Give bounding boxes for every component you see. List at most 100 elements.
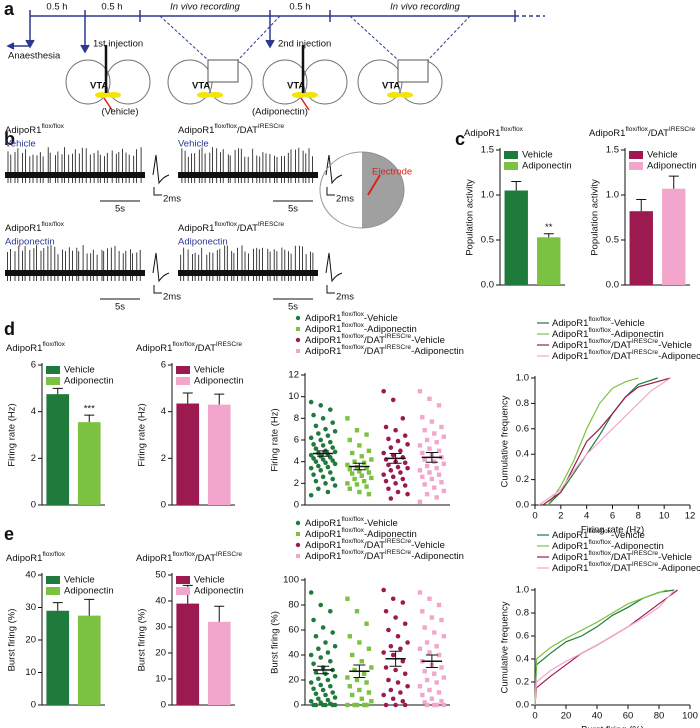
- y-axis-label: Burst firing (%): [270, 611, 281, 674]
- legend-label: AdipoR1flox/flox-Vehicle: [552, 316, 645, 328]
- recording-box: [397, 59, 429, 83]
- genotype-label: AdipoR1flox/flox: [5, 221, 65, 233]
- point: [400, 600, 406, 605]
- vta: [209, 92, 223, 98]
- point: [388, 468, 394, 473]
- y-tick-label: 0.0: [516, 500, 529, 511]
- point: [427, 470, 432, 475]
- point: [364, 702, 369, 708]
- waveform: [152, 252, 170, 283]
- spikes: [180, 245, 314, 281]
- panel-label: e: [4, 524, 14, 544]
- point: [332, 673, 338, 679]
- error-bar: [425, 451, 438, 463]
- point: [390, 397, 396, 403]
- point: [441, 634, 447, 639]
- y-axis-label: Firing rate (Hz): [270, 408, 281, 471]
- significance: ***: [84, 404, 95, 415]
- wave-scale-bar: [326, 187, 335, 196]
- y-tick-label: 2: [294, 478, 299, 489]
- text-part: -Adiponectin: [658, 563, 700, 574]
- axes: [534, 376, 690, 506]
- point: [323, 426, 328, 432]
- point: [308, 452, 314, 458]
- cdf-line: [534, 589, 667, 706]
- legend-marker: [295, 315, 301, 321]
- point: [313, 446, 319, 451]
- y-tick-label: 0.8: [516, 608, 529, 619]
- wave-scale-label: 2ms: [336, 194, 354, 205]
- point: [349, 450, 355, 456]
- y-tick-label: 0: [31, 700, 36, 711]
- point: [393, 615, 398, 620]
- genotype-label: AdipoR1flox/flox/DATIRESCre: [178, 123, 284, 135]
- point: [390, 596, 396, 602]
- point: [429, 696, 435, 701]
- axes: [534, 588, 690, 706]
- vta-label: VTA: [90, 81, 108, 92]
- x-tick-label: 0: [532, 711, 537, 722]
- legend-swatch: [46, 587, 60, 595]
- legend-label: AdipoR1flox/flox/DATIRESCre-Adiponectin: [305, 549, 464, 561]
- point: [328, 439, 333, 445]
- point: [427, 396, 432, 402]
- point: [313, 691, 319, 697]
- slice-outline: [262, 59, 308, 105]
- text-part: AdipoR1: [136, 343, 172, 354]
- point: [361, 478, 367, 484]
- time-scale-label: 5s: [115, 204, 125, 215]
- error-bar: [425, 654, 438, 668]
- text-part: -Adiponectin: [364, 529, 417, 540]
- point: [325, 489, 331, 495]
- point: [422, 457, 427, 462]
- point: [424, 640, 430, 645]
- waveform: [152, 154, 170, 185]
- point: [308, 492, 314, 498]
- point: [402, 671, 408, 677]
- error-bar: [214, 605, 225, 622]
- text-part: flox/flox: [341, 311, 364, 318]
- legend-label: AdipoR1flox/flox-Vehicle: [305, 311, 398, 323]
- point: [427, 687, 432, 693]
- point: [311, 686, 316, 692]
- point: [386, 627, 391, 633]
- legend-label: Adiponectin: [194, 376, 244, 387]
- legend-label: Adiponectin: [64, 586, 114, 597]
- point: [402, 460, 408, 466]
- x-tick-label: 4: [584, 511, 589, 522]
- y-tick-label: 6: [31, 360, 36, 371]
- y-tick-label: 0.2: [516, 474, 529, 485]
- text-part: -Vehicle: [611, 318, 645, 329]
- text-part: /DAT: [195, 343, 216, 354]
- point: [434, 644, 439, 649]
- chart-title: AdipoR1flox/flox: [464, 126, 524, 138]
- point: [395, 464, 401, 470]
- error-bar: [182, 392, 193, 404]
- point: [420, 474, 425, 480]
- y-tick-label: 40: [25, 570, 36, 581]
- waveform: [325, 252, 343, 283]
- point: [325, 697, 331, 703]
- point: [398, 690, 403, 695]
- treatment-label: (Vehicle): [102, 107, 139, 118]
- point: [332, 643, 338, 649]
- point: [369, 665, 374, 670]
- y-tick-label: 80: [288, 600, 299, 611]
- point: [422, 700, 427, 705]
- text-part: flox/flox: [341, 333, 364, 340]
- point: [439, 480, 444, 485]
- point: [354, 428, 360, 433]
- point: [381, 450, 386, 456]
- link: [349, 15, 399, 61]
- text-part: flox/flox: [625, 126, 648, 133]
- bar: [176, 403, 200, 505]
- point: [432, 671, 437, 676]
- point: [345, 702, 350, 708]
- text-part: -Adiponectin: [364, 324, 417, 335]
- point: [352, 702, 357, 708]
- legend-swatch: [504, 151, 518, 159]
- slice-image: Electrode: [319, 151, 412, 229]
- text-part: -Adiponectin: [611, 329, 664, 340]
- error-bar: [52, 602, 63, 611]
- point: [325, 677, 331, 683]
